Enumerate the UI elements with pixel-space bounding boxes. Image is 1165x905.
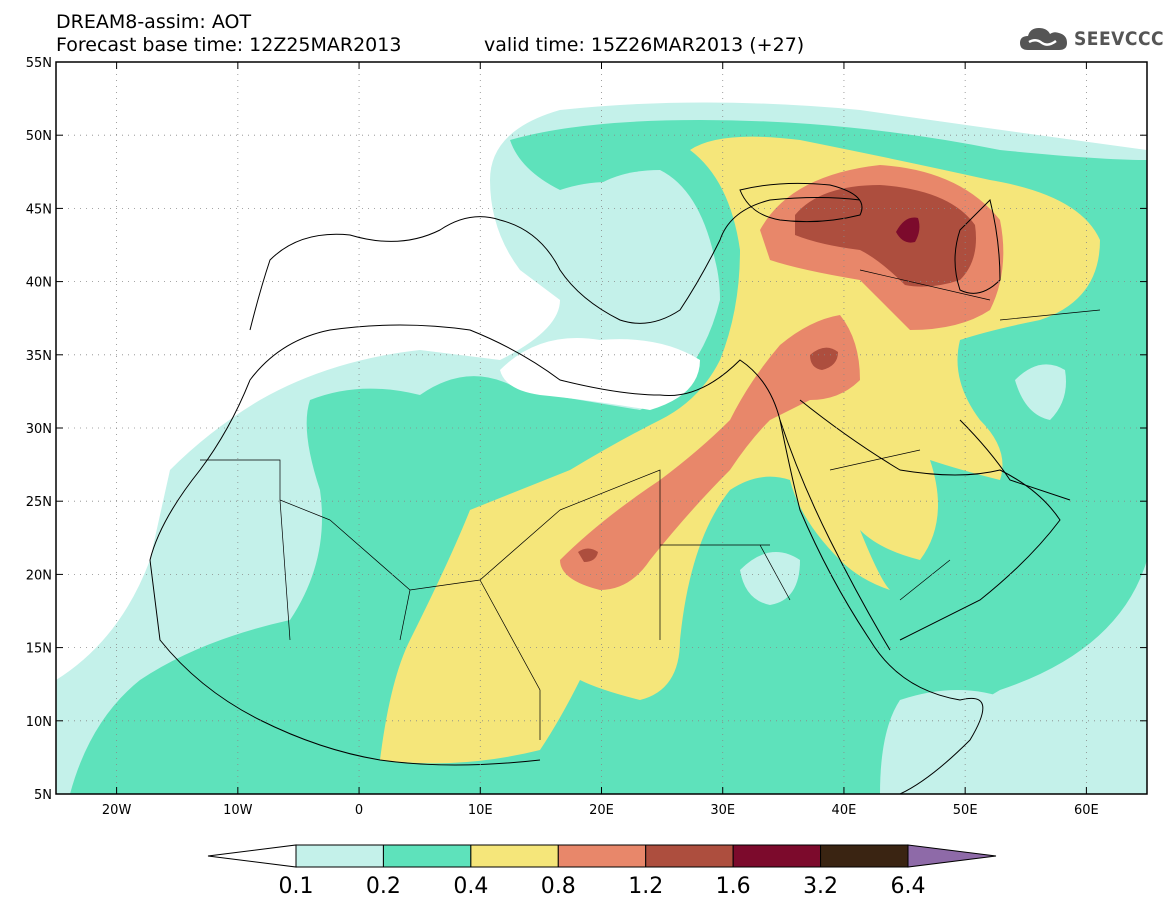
arabia-coast [799, 399, 1061, 641]
lon-label: 0 [355, 803, 363, 818]
colorbar-labels: 0.1 0.2 0.4 0.8 1.2 1.6 3.2 6.4 [279, 874, 926, 899]
lon-label: 30E [710, 803, 735, 818]
gulf-coast [959, 419, 1071, 501]
seevccc-logo: SEEVCCC [1018, 22, 1164, 56]
colorbar-segment [207, 844, 297, 868]
forecast-base-time: Forecast base time: 12Z25MAR2013 [56, 34, 402, 56]
red-sea-coast [779, 419, 891, 651]
colorbar-level: 0.4 [453, 874, 488, 899]
lat-label: 40N [26, 276, 52, 291]
aot-band-1.2 [795, 185, 976, 287]
aot-patch-med [500, 338, 700, 410]
colorbar [207, 844, 997, 868]
colorbar-segment [732, 844, 822, 868]
colorbar-segment [645, 844, 734, 868]
colorbar-level: 1.2 [628, 874, 663, 899]
valid-time: valid time: 15Z26MAR2013 (+27) [484, 34, 805, 56]
colorbar-level: 0.2 [366, 874, 401, 899]
coastlines [149, 182, 1071, 794]
europe-coast [249, 197, 861, 331]
lat-label: 30N [26, 422, 52, 437]
aot-patch-africa-e [740, 552, 800, 605]
aot-patch-horn [880, 690, 1060, 794]
colorbar-level: 0.1 [279, 874, 314, 899]
west-africa-coast [149, 559, 541, 766]
black-sea-coast [739, 182, 863, 223]
latitude-labels: 55N 50N 45N 40N 35N 30N 25N 20N 15N 10N 5N [26, 56, 1147, 803]
lat-label: 5N [34, 788, 52, 803]
longitude-labels: 20W 10W 0 10E 20E 30E 40E 50E 60E [102, 62, 1099, 818]
aot-band-1.6 [896, 217, 920, 243]
aot-band-1.2-sahara [578, 548, 598, 562]
lat-label: 45N [26, 202, 52, 217]
borders [200, 269, 1101, 740]
lon-label: 60E [1074, 803, 1099, 818]
aot-band-0.8 [560, 315, 860, 590]
map-title: DREAM8-assim: AOT [56, 11, 252, 33]
lon-label: 20E [589, 803, 614, 818]
colorbar-segment [382, 844, 472, 868]
colorbar-segment [295, 844, 384, 868]
lon-label: 10E [468, 803, 493, 818]
africa-coast [149, 324, 984, 794]
lat-label: 10N [26, 715, 52, 730]
lat-label: 50N [26, 129, 52, 144]
aot-field [56, 102, 1147, 794]
colorbar-level: 6.4 [891, 874, 926, 899]
lon-label: 50E [953, 803, 978, 818]
colorbar-segment [470, 844, 559, 868]
lat-label: 25N [26, 495, 52, 510]
lon-label: 40E [832, 803, 857, 818]
lat-label: 55N [26, 56, 52, 71]
border-lines [200, 269, 1101, 740]
lat-label: 20N [26, 568, 52, 583]
colorbar-segment [557, 844, 647, 868]
caspian-coast [954, 199, 1001, 294]
aot-patch-arabia [1015, 364, 1066, 420]
lon-label: 10W [223, 803, 253, 818]
aot-band-1.2-levant [810, 347, 838, 370]
lon-label: 20W [102, 803, 132, 818]
colorbar-segment [907, 844, 997, 868]
colorbar-level: 3.2 [803, 874, 838, 899]
logo-text: SEEVCCC [1074, 28, 1165, 50]
cloud-icon [1020, 28, 1067, 50]
colorbar-segment [820, 844, 909, 868]
colorbar-level: 0.8 [541, 874, 576, 899]
lat-label: 15N [26, 642, 52, 657]
gridlines [56, 62, 1147, 794]
aot-patch-balkans [570, 170, 716, 350]
colorbar-level: 1.6 [716, 874, 751, 899]
lat-label: 35N [26, 349, 52, 364]
